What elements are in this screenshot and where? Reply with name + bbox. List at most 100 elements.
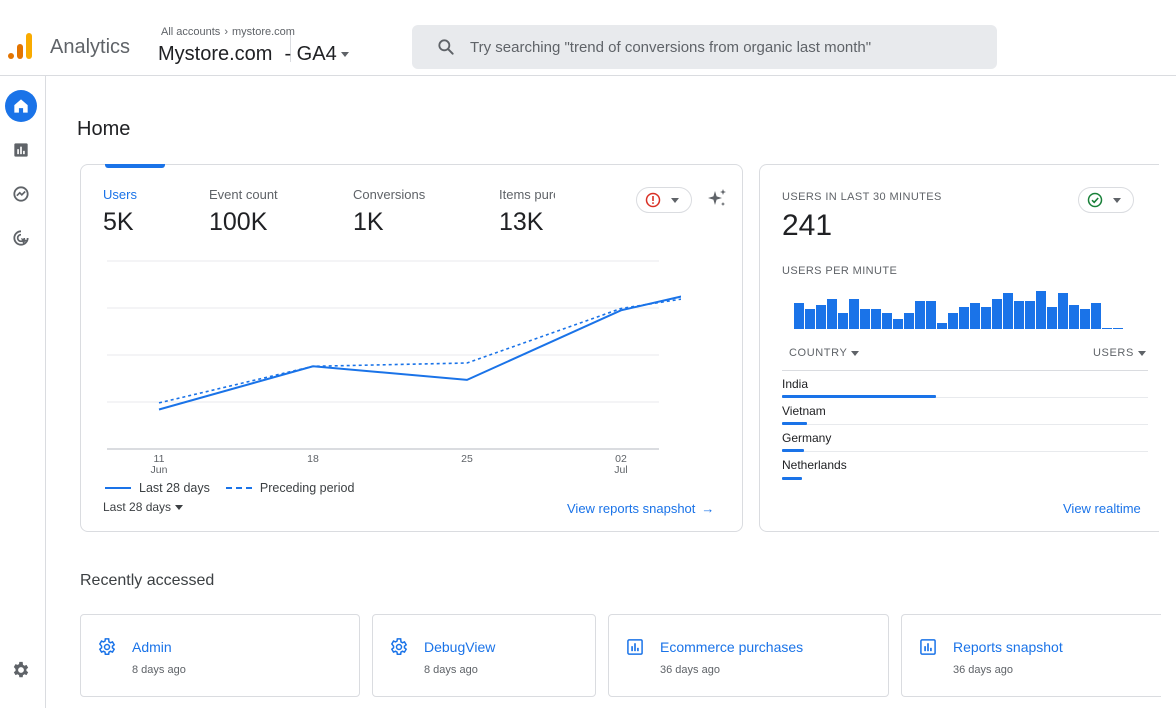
x-tick-sublabel: Jul	[614, 464, 627, 475]
nav-reports[interactable]	[5, 134, 37, 166]
date-range-dropdown[interactable]: Last 28 days	[103, 500, 184, 514]
minute-bar[interactable]	[926, 301, 936, 329]
minute-bar[interactable]	[849, 299, 859, 329]
x-tick-label: 02	[615, 453, 627, 465]
chart-legend: Last 28 days Preceding period	[105, 481, 354, 495]
recent-card-ecommerce-purchases[interactable]: Ecommerce purchases 36 days ago	[608, 614, 889, 697]
realtime-subtitle: USERS PER MINUTE	[782, 265, 898, 277]
minute-bar[interactable]	[794, 303, 804, 329]
country-row[interactable]: Vietnam	[782, 398, 1148, 425]
country-name: Netherlands	[782, 458, 847, 472]
check-circle-icon	[1087, 192, 1103, 208]
minute-bar[interactable]	[915, 301, 925, 329]
view-reports-snapshot-link[interactable]: View reports snapshot →	[567, 501, 714, 516]
minute-bar[interactable]	[827, 299, 837, 329]
minute-bar[interactable]	[937, 323, 947, 329]
minute-bar[interactable]	[860, 309, 870, 329]
nav-admin-settings[interactable]	[5, 654, 37, 686]
recent-card-reports-snapshot[interactable]: Reports snapshot 36 days ago	[901, 614, 1161, 697]
nav-advertising[interactable]	[5, 222, 37, 254]
minute-bar[interactable]	[1102, 328, 1112, 329]
minute-bar[interactable]	[1091, 303, 1101, 329]
country-table-header: COUNTRY USERS	[782, 345, 1148, 371]
insights-sparkle-icon[interactable]	[705, 187, 729, 211]
metric-tab-items-purchased[interactable]: Items purchased 13K	[499, 187, 555, 237]
search-input[interactable]	[470, 25, 980, 69]
bar-chart-icon	[920, 639, 936, 655]
realtime-status-chip[interactable]	[1078, 187, 1134, 213]
recent-item-title: DebugView	[424, 639, 496, 655]
caret-down-icon	[175, 505, 184, 511]
minute-bar[interactable]	[838, 313, 848, 329]
breadcrumb-all-accounts[interactable]: All accounts	[161, 26, 221, 38]
realtime-user-count: 241	[782, 209, 833, 242]
metric-value: 13K	[499, 208, 544, 236]
metric-label: Users	[103, 187, 137, 202]
minute-bar[interactable]	[904, 313, 914, 329]
users-column-header[interactable]: USERS	[1093, 347, 1146, 359]
caret-down-icon	[340, 52, 349, 58]
metric-tab-users[interactable]: Users 5K	[103, 187, 243, 237]
country-column-header[interactable]: COUNTRY	[789, 347, 860, 359]
data-quality-chip[interactable]	[636, 187, 692, 213]
minute-bar[interactable]	[1080, 309, 1090, 329]
minute-bar[interactable]	[970, 303, 980, 329]
minute-bar[interactable]	[1014, 301, 1024, 329]
metric-tab-conversions[interactable]: Conversions 1K	[353, 187, 493, 237]
realtime-title: USERS IN LAST 30 MINUTES	[782, 191, 942, 203]
search-bar[interactable]	[412, 25, 997, 69]
column-label: USERS	[1093, 347, 1134, 359]
recent-card-debugview[interactable]: DebugView 8 days ago	[372, 614, 596, 697]
minute-bar[interactable]	[1047, 307, 1057, 329]
x-tick-sublabel: Jun	[151, 464, 168, 475]
minute-bar[interactable]	[981, 307, 991, 329]
minute-bar[interactable]	[805, 309, 815, 329]
minute-bar[interactable]	[1113, 328, 1123, 329]
gear-icon	[390, 638, 408, 656]
minute-bar[interactable]	[959, 307, 969, 329]
nav-home[interactable]	[5, 90, 37, 122]
recent-item-time: 36 days ago	[660, 664, 720, 676]
breadcrumb-account[interactable]: mystore.com	[231, 26, 295, 38]
realtime-card: USERS IN LAST 30 MINUTES 241 USERS PER M…	[759, 164, 1159, 532]
gear-icon	[98, 638, 116, 656]
product-name: Analytics	[50, 36, 131, 58]
recently-accessed-title: Recently accessed	[80, 572, 215, 589]
country-share-bar	[782, 395, 936, 398]
recent-item-time: 8 days ago	[424, 664, 478, 676]
home-icon	[14, 99, 28, 113]
minute-bar[interactable]	[1058, 293, 1068, 329]
country-name: Germany	[782, 431, 832, 445]
minute-bar[interactable]	[948, 313, 958, 329]
analytics-logo[interactable]	[7, 31, 35, 61]
metric-label: Event count	[209, 187, 278, 202]
users-per-minute-chart	[794, 291, 1123, 329]
minute-bar[interactable]	[1036, 291, 1046, 329]
country-row[interactable]: India	[782, 371, 1148, 398]
minute-bar[interactable]	[1069, 305, 1079, 329]
breadcrumb: All accounts › mystore.com	[161, 26, 295, 38]
column-label: COUNTRY	[789, 347, 848, 359]
recent-card-admin[interactable]: Admin 8 days ago	[80, 614, 360, 697]
account-picker[interactable]: All accounts › mystore.com Mystore.com - GA…	[145, 26, 375, 70]
nav-explore[interactable]	[5, 178, 37, 210]
x-tick-label: 25	[461, 453, 473, 465]
country-row[interactable]: Netherlands	[782, 452, 1148, 480]
view-realtime-link[interactable]: View realtime	[1063, 501, 1141, 516]
minute-bar[interactable]	[893, 319, 903, 329]
property-type: - GA4	[284, 43, 337, 65]
page-title: Home	[77, 118, 131, 140]
series-line-current	[158, 295, 681, 411]
country-row[interactable]: Germany	[782, 425, 1148, 452]
property-selector[interactable]: Mystore.com - GA4	[158, 43, 349, 66]
minute-bar[interactable]	[816, 305, 826, 329]
bar-chart-icon	[627, 639, 643, 655]
minute-bar[interactable]	[871, 309, 881, 329]
minute-bar[interactable]	[992, 299, 1002, 329]
metric-tab-event-count[interactable]: Event count 100K	[209, 187, 349, 237]
minute-bar[interactable]	[882, 313, 892, 329]
minute-bar[interactable]	[1025, 301, 1035, 329]
caret-down-icon	[671, 198, 679, 203]
minute-bar[interactable]	[1003, 293, 1013, 329]
